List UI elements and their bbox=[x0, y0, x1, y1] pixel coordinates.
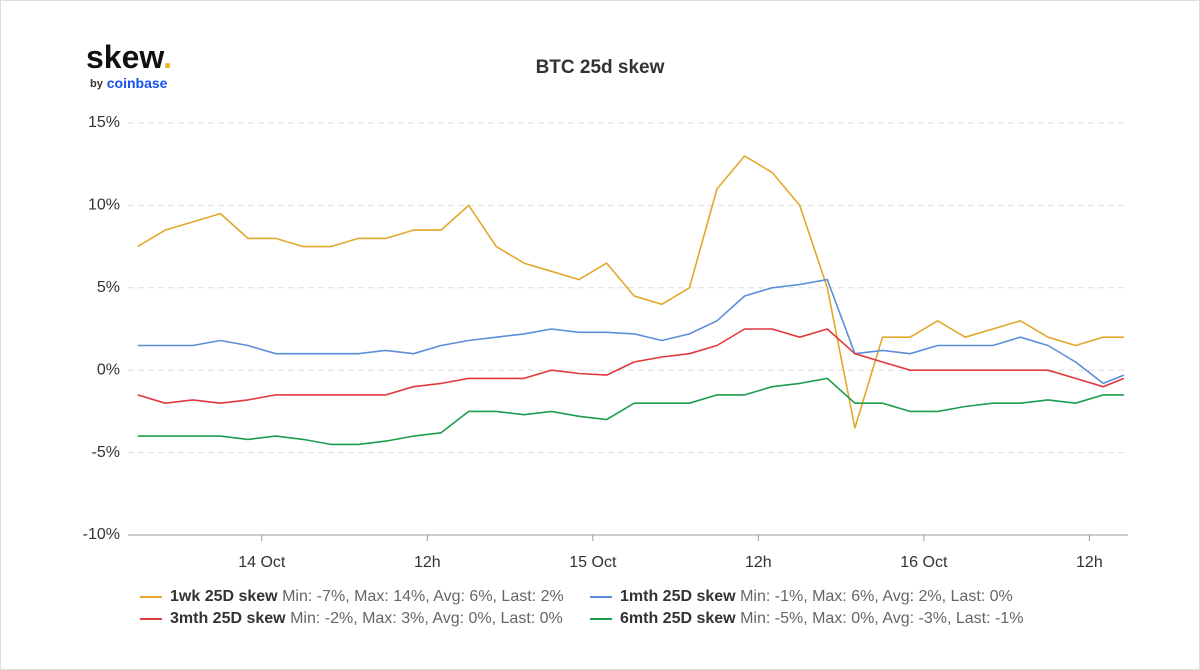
legend-stats: Min: -5%, Max: 0%, Avg: -3%, Last: -1% bbox=[740, 610, 1023, 627]
legend-entry: 1mth 25D skew Min: -1%, Max: 6%, Avg: 2%… bbox=[620, 588, 1013, 605]
legend-name: 6mth 25D skew bbox=[620, 610, 736, 627]
logo-dot: . bbox=[163, 39, 172, 75]
x-tick-label: 14 Oct bbox=[238, 554, 286, 571]
series-line bbox=[137, 377, 1124, 446]
legend-stats: Min: -7%, Max: 14%, Avg: 6%, Last: 2% bbox=[282, 588, 564, 605]
legend-name: 1mth 25D skew bbox=[620, 588, 736, 605]
y-tick-label: -10% bbox=[83, 526, 120, 543]
y-tick-label: 10% bbox=[88, 197, 120, 214]
x-tick-label: 15 Oct bbox=[569, 554, 617, 571]
legend-entry: 1wk 25D skew Min: -7%, Max: 14%, Avg: 6%… bbox=[170, 588, 564, 605]
legend-entry: 3mth 25D skew Min: -2%, Max: 3%, Avg: 0%… bbox=[170, 610, 563, 627]
logo-brand: coinbase bbox=[107, 75, 168, 91]
legend-name: 1wk 25D skew bbox=[170, 588, 278, 605]
legend-stats: Min: -1%, Max: 6%, Avg: 2%, Last: 0% bbox=[740, 588, 1013, 605]
y-tick-label: 0% bbox=[97, 361, 120, 378]
y-tick-label: 5% bbox=[97, 279, 120, 296]
x-tick-label: 12h bbox=[414, 554, 441, 571]
x-tick-label: 12h bbox=[745, 554, 772, 571]
series-line bbox=[137, 328, 1125, 404]
series-line bbox=[137, 278, 1125, 385]
y-tick-label: -5% bbox=[92, 444, 120, 461]
logo-word: skew bbox=[86, 39, 164, 75]
logo-by: by bbox=[90, 78, 104, 90]
logo-sub: by coinbase bbox=[90, 75, 168, 91]
x-tick-label: 12h bbox=[1076, 554, 1103, 571]
legend-entry: 6mth 25D skew Min: -5%, Max: 0%, Avg: -3… bbox=[620, 610, 1023, 627]
x-tick-label: 16 Oct bbox=[900, 554, 948, 571]
series-line bbox=[137, 155, 1124, 429]
logo: skew. bbox=[86, 39, 172, 75]
legend-name: 3mth 25D skew bbox=[170, 610, 286, 627]
chart-title: BTC 25d skew bbox=[536, 57, 665, 78]
legend-stats: Min: -2%, Max: 3%, Avg: 0%, Last: 0% bbox=[290, 610, 563, 627]
y-tick-label: 15% bbox=[88, 114, 120, 131]
